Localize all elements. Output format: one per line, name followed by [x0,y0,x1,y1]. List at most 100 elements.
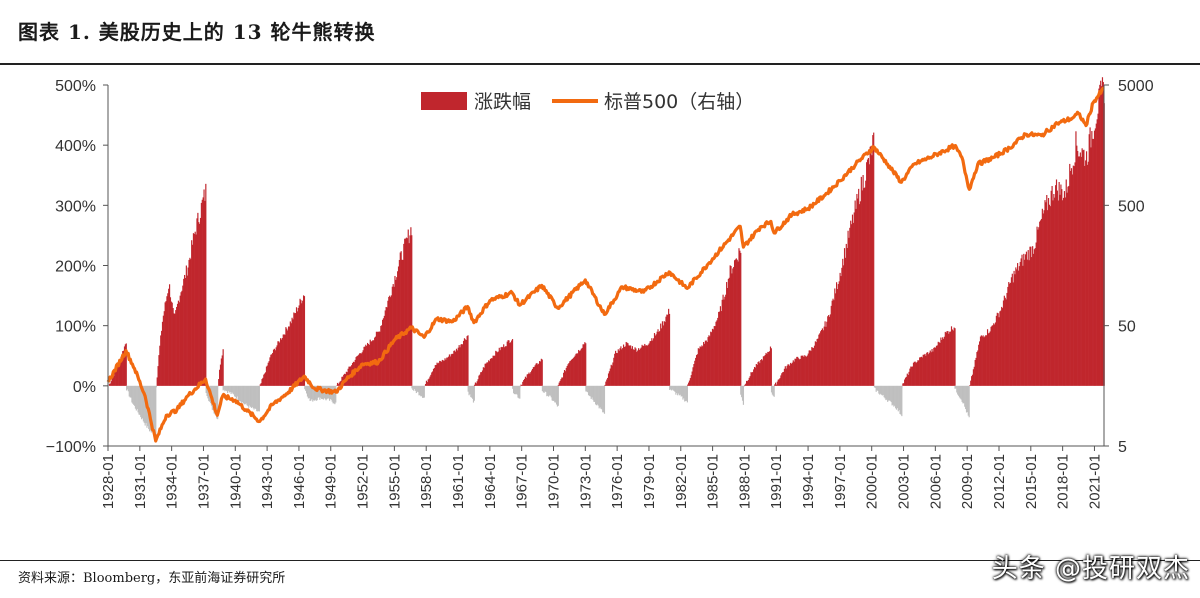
bar-positive [1066,192,1068,386]
bar-positive [182,285,184,386]
bar-positive [604,384,606,386]
bar-positive [729,265,731,386]
bar-positive [219,364,222,386]
bar-negative [235,385,237,399]
bar-negative [251,385,253,407]
bar-negative [417,385,419,393]
bar-positive [403,243,405,386]
bar-positive [1100,80,1102,386]
bar-positive [562,377,564,386]
left-tick-label: 200% [55,259,96,276]
bar-positive [387,300,389,386]
bar-positive [123,350,125,386]
bar-negative [888,385,891,401]
bar-positive [750,372,752,386]
bar-positive [921,357,923,386]
bar-positive [447,356,450,386]
bar-positive [506,341,508,386]
bar-positive [934,347,937,386]
bar-positive [483,367,485,386]
bar-positive [769,346,772,386]
bar-negative [419,385,421,396]
cycle-17 [557,342,587,386]
bar-negative [594,385,596,402]
bar-positive [908,371,910,386]
bar-positive [765,352,767,386]
bar-negative [307,385,309,399]
bar-positive [933,347,935,386]
bar-positive [668,313,671,386]
bar-positive [1004,297,1006,386]
bar-positive [168,288,170,386]
bar-positive [487,362,489,386]
bar-negative [685,385,687,402]
bar-positive [433,367,435,386]
bar-positive [997,313,999,386]
bar-negative [473,385,475,401]
bar-positive [440,361,442,386]
bar-positive [520,384,522,386]
bar-positive [754,367,757,386]
bar-positive [431,372,433,386]
bar-positive [726,282,728,386]
bar-negative [548,385,551,396]
bar-positive [848,237,850,386]
bar-positive [732,268,734,386]
cycle-15 [519,358,543,388]
bar-positive [865,180,867,386]
bar-positive [189,257,191,386]
bar-positive [744,384,746,386]
bar-positive [971,376,973,386]
bar-negative [743,385,745,387]
bar-positive [199,223,201,386]
bar-positive [427,379,429,386]
bar-positive [1080,156,1082,386]
cycle-10 [411,385,425,398]
bar-positive [535,363,537,386]
bar-negative [413,385,415,391]
bar-positive [163,311,165,386]
bar-positive [110,381,112,386]
bar-positive [567,364,569,386]
bar-negative [226,385,228,392]
right-tick-label: 500 [1118,198,1145,215]
bar-positive [738,248,740,386]
bar-negative [222,385,224,391]
bar-negative [471,385,473,398]
bar-positive [481,372,483,386]
bar-positive [746,381,749,386]
bar-positive [161,321,164,386]
bar-positive [287,326,290,386]
bar-negative [514,385,516,395]
bar-negative [308,385,310,398]
bar-positive [796,356,798,386]
bar-negative [231,385,233,393]
bar-negative [882,385,884,395]
bar-positive [183,278,185,386]
bar-negative [141,385,144,419]
bar-negative [897,385,899,412]
bar-positive [929,350,931,386]
bar-positive [691,371,693,386]
bar-positive [1046,195,1048,386]
bar-positive [795,358,797,386]
bar-negative [674,385,676,392]
bar-positive [654,335,656,386]
bar-positive [297,307,299,386]
bar-positive [463,338,466,386]
bar-negative [879,385,881,395]
bar-positive [476,381,478,386]
bar-positive [692,367,694,386]
bar-positive [942,338,945,386]
bar-positive [576,353,578,386]
bar-negative [236,385,238,397]
bar-positive [694,360,696,386]
bar-negative [672,385,674,391]
bar-positive [999,311,1001,386]
bar-positive [432,368,435,386]
bar-negative [954,385,956,389]
bar-positive [266,365,268,386]
bar-negative [133,385,136,406]
bar-negative [550,385,552,398]
bar-negative [741,385,744,401]
